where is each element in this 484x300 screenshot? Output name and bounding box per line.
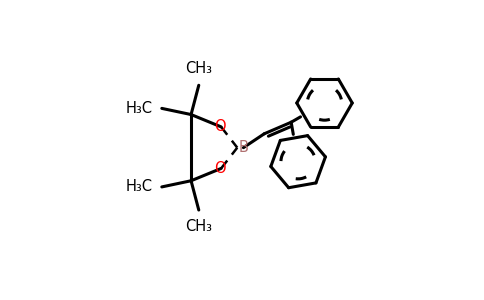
- Text: B: B: [239, 140, 248, 155]
- Text: H₃C: H₃C: [125, 179, 152, 194]
- Text: O: O: [214, 119, 226, 134]
- Text: CH₃: CH₃: [185, 219, 212, 234]
- Text: CH₃: CH₃: [185, 61, 212, 76]
- Text: H₃C: H₃C: [125, 101, 152, 116]
- Text: O: O: [214, 161, 226, 176]
